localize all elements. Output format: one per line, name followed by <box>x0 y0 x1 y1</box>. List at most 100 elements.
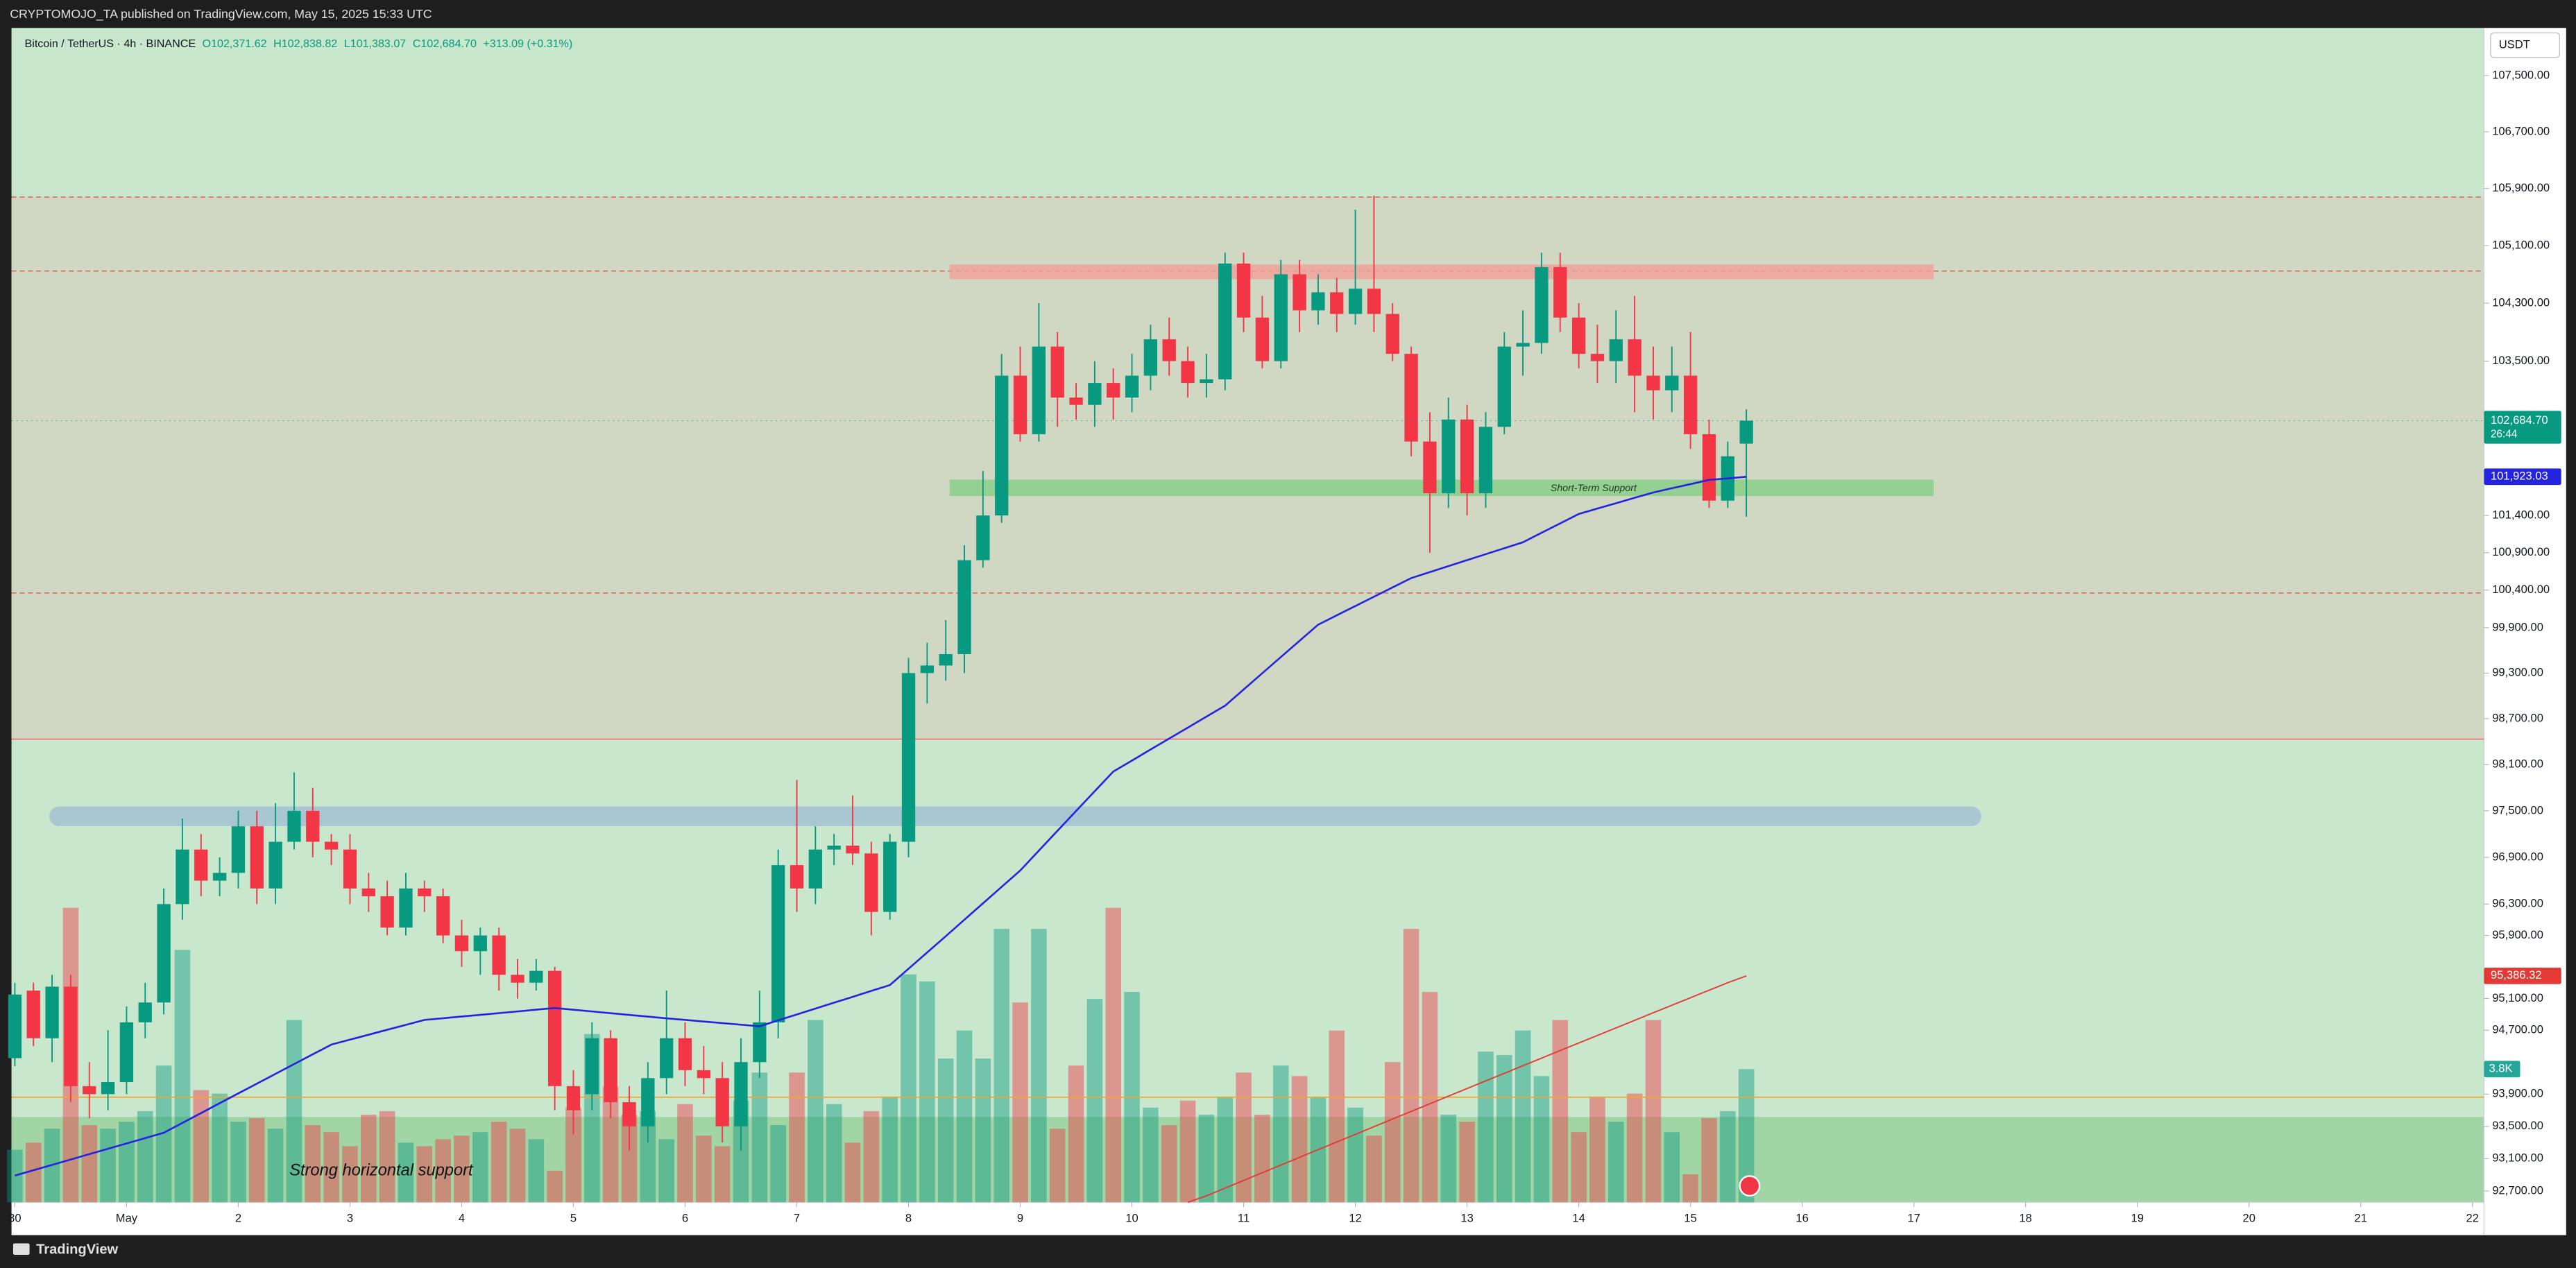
candle-body <box>212 873 227 881</box>
volume-bar <box>454 1136 470 1203</box>
x-tick-label: 20 <box>2243 1211 2255 1224</box>
currency-box[interactable] <box>2490 32 2561 58</box>
candle-body <box>26 991 40 1038</box>
volume-bar <box>1626 1093 1643 1203</box>
volume-bar <box>81 1125 98 1203</box>
candle-body <box>1311 292 1325 311</box>
volume-bar <box>621 1114 638 1203</box>
y-tick-label: 97,500.00 <box>2492 803 2543 816</box>
volume-bar <box>1105 907 1121 1203</box>
line-price-label: 101,923.03 <box>2491 470 2548 483</box>
candle-body <box>1739 420 1753 444</box>
y-tick-label: 93,500.00 <box>2492 1119 2543 1132</box>
price-axis <box>2484 28 2566 1235</box>
x-tick-label: 6 <box>682 1211 688 1224</box>
annotation: Short-Term Support <box>1551 483 1637 494</box>
volume-bar <box>1329 1030 1345 1203</box>
candle-body <box>361 888 375 897</box>
publisher: CRYPTOMOJO_TA published on TradingView.c… <box>10 7 432 22</box>
x-tick-label: 13 <box>1460 1211 1473 1224</box>
volume-bar <box>677 1104 693 1203</box>
volume-bar <box>547 1170 563 1203</box>
candle-body <box>418 888 432 897</box>
candle-body <box>119 1022 134 1083</box>
y-tick-label: 93,900.00 <box>2492 1087 2543 1100</box>
alert-icon[interactable] <box>1739 1175 1761 1197</box>
volume-bar <box>1478 1051 1494 1203</box>
x-tick-label: 10 <box>1125 1211 1138 1224</box>
volume-bar <box>789 1072 805 1203</box>
volume-bar <box>658 1139 674 1203</box>
x-tick-label: 11 <box>1238 1211 1249 1224</box>
candle-body <box>83 1086 96 1095</box>
brand-logo <box>12 1243 30 1256</box>
candle-body <box>604 1038 617 1102</box>
x-tick-label: 9 <box>1017 1211 1023 1224</box>
y-tick-label: 94,700.00 <box>2492 1023 2543 1036</box>
indicator-line <box>15 475 1747 1177</box>
x-tick-label: 12 <box>1349 1211 1361 1224</box>
legend-item: L101,383.07 <box>344 37 407 50</box>
axis-layer: 107,500.00 106,700.00 105,900.00 105,100.00… <box>8 68 2561 1224</box>
volume-bar <box>1254 1114 1270 1203</box>
volume-bar <box>1179 1100 1196 1203</box>
y-tick-label: 100,900.00 <box>2492 545 2550 558</box>
candle-body <box>1683 375 1698 434</box>
y-tick-label: 96,900.00 <box>2492 850 2543 863</box>
volume-bar <box>1571 1132 1587 1203</box>
volume-bar <box>1236 1072 1252 1203</box>
candle-body <box>660 1038 674 1079</box>
candle-body <box>101 1082 115 1095</box>
x-tick-label: 8 <box>905 1211 912 1224</box>
x-tick-label: 2 <box>235 1211 241 1224</box>
candle-body <box>1628 339 1641 376</box>
candle-body <box>1646 375 1660 391</box>
volume-bar <box>1664 1132 1680 1203</box>
y-tick-label: 104,300.00 <box>2492 295 2550 309</box>
candle-body <box>585 1038 599 1095</box>
candle-body <box>157 904 171 1003</box>
candle-body <box>734 1062 748 1126</box>
candle-body <box>1032 346 1046 434</box>
volume-bar <box>249 1117 265 1203</box>
volume-bar <box>528 1139 545 1203</box>
candle-body <box>1385 314 1399 354</box>
legend-item: +313.09 (+0.31%) <box>483 37 572 50</box>
volume-bar <box>435 1139 451 1203</box>
candle-layer <box>8 195 1753 1151</box>
candle-body <box>1460 419 1474 494</box>
volume-bar <box>826 1104 842 1203</box>
candle-body <box>976 515 990 560</box>
candle-body <box>957 560 971 655</box>
candle-body <box>753 1022 767 1063</box>
volume-bar <box>1012 1002 1028 1203</box>
candle-body <box>715 1078 729 1126</box>
candle-body <box>1404 354 1418 442</box>
candle-body <box>1497 346 1511 427</box>
candle-body <box>399 888 413 928</box>
candle-body <box>920 665 935 674</box>
volume-bar <box>1720 1111 1736 1203</box>
volume-bar <box>342 1146 358 1203</box>
candle-body <box>324 841 339 850</box>
candle-body <box>622 1102 636 1126</box>
volume-bar <box>1682 1174 1698 1203</box>
price-label: 102,684.70 <box>2491 413 2548 427</box>
candle-body <box>1330 292 1344 314</box>
volume-bar <box>1459 1122 1475 1203</box>
currency: USDT <box>2499 37 2530 51</box>
line-price-label-box <box>2484 968 2561 984</box>
legend-item: Bitcoin / TetherUS · 4h · BINANCE <box>25 37 196 50</box>
candle-body <box>343 849 357 889</box>
volume-bar <box>155 1065 172 1203</box>
volume-bar <box>398 1142 414 1203</box>
candle-body <box>1107 383 1120 398</box>
volume-bar <box>1515 1030 1531 1203</box>
candle-body <box>64 986 78 1086</box>
volume-bar <box>919 981 935 1203</box>
line-price-label-box <box>2484 468 2561 486</box>
volume-bar <box>174 950 191 1203</box>
candle-body <box>883 841 897 912</box>
volume-bar <box>137 1111 153 1203</box>
